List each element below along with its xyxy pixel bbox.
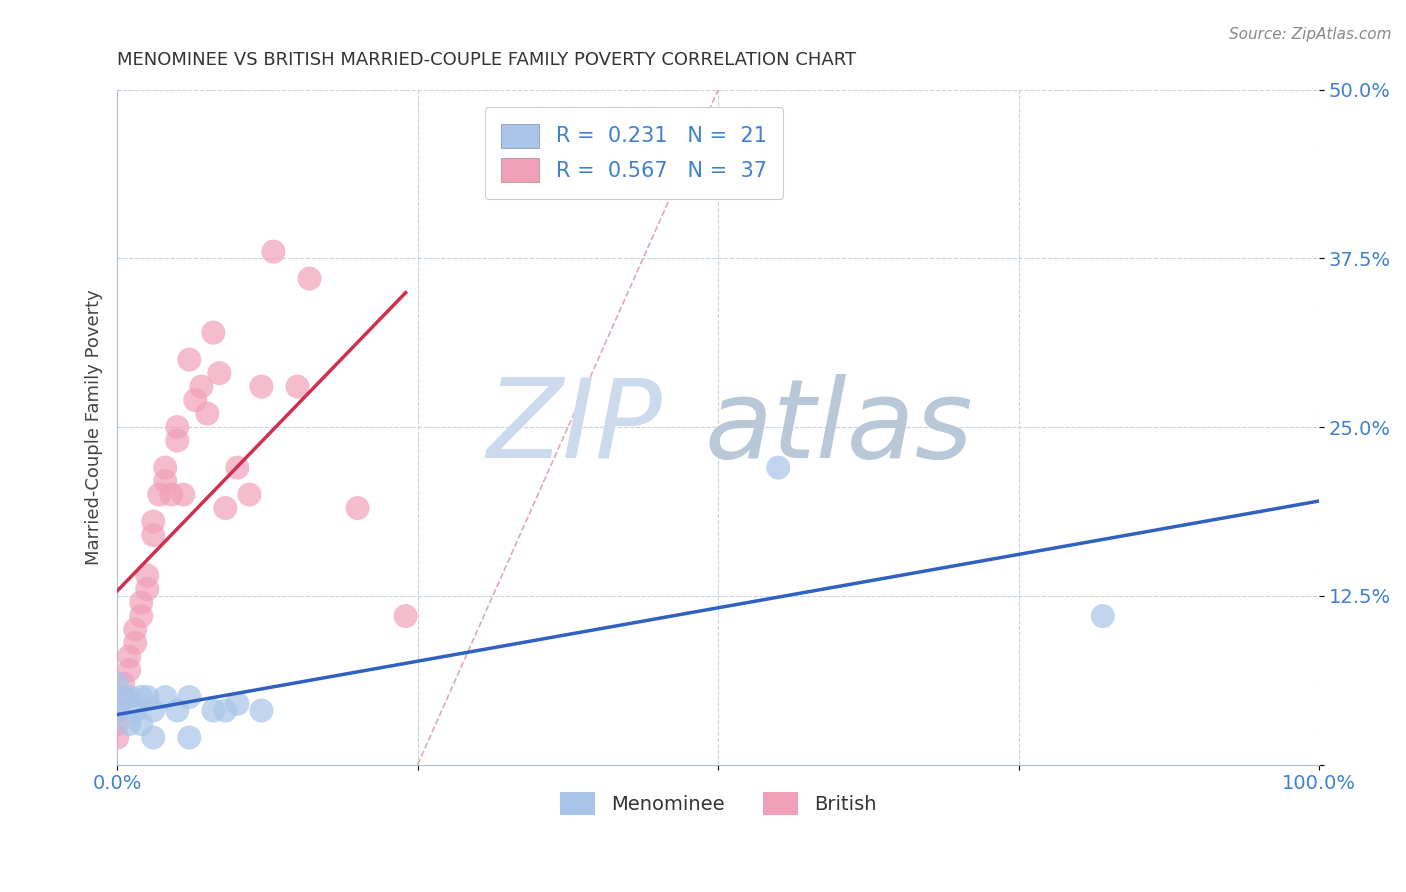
Point [136, 690, 159, 704]
Text: atlas: atlas [704, 374, 973, 481]
Point [172, 487, 194, 501]
Point [184, 393, 207, 408]
Point [298, 271, 321, 285]
Y-axis label: Married-Couple Family Poverty: Married-Couple Family Poverty [86, 289, 103, 565]
Point [105, 704, 128, 718]
Point [768, 460, 790, 475]
Point [226, 697, 249, 711]
Point [202, 704, 225, 718]
Point [129, 596, 152, 610]
Point [118, 663, 141, 677]
Point [214, 501, 236, 516]
Point [136, 568, 159, 582]
Point [105, 676, 128, 690]
Point [155, 690, 177, 704]
Point [190, 379, 212, 393]
Point [105, 717, 128, 731]
Point [112, 690, 135, 704]
Point [105, 731, 128, 745]
Point [179, 352, 201, 367]
Point [105, 704, 128, 718]
Point [250, 379, 273, 393]
Point [395, 609, 418, 624]
Point [112, 676, 135, 690]
Point [155, 460, 177, 475]
Legend: Menominee, British: Menominee, British [553, 784, 884, 822]
Point [124, 636, 146, 650]
Point [250, 704, 273, 718]
Point [129, 717, 152, 731]
Point [195, 407, 218, 421]
Point [136, 582, 159, 596]
Point [287, 379, 309, 393]
Point [155, 474, 177, 488]
Point [142, 515, 165, 529]
Point [202, 326, 225, 340]
Point [166, 704, 188, 718]
Point [214, 704, 236, 718]
Point [142, 704, 165, 718]
Point [226, 460, 249, 475]
Point [148, 487, 170, 501]
Point [160, 487, 183, 501]
Text: Source: ZipAtlas.com: Source: ZipAtlas.com [1229, 27, 1392, 42]
Point [208, 366, 231, 380]
Text: MENOMINEE VS BRITISH MARRIED-COUPLE FAMILY POVERTY CORRELATION CHART: MENOMINEE VS BRITISH MARRIED-COUPLE FAMI… [117, 51, 856, 69]
Point [124, 623, 146, 637]
Point [118, 690, 141, 704]
Point [142, 731, 165, 745]
Point [124, 704, 146, 718]
Point [179, 731, 201, 745]
Point [179, 690, 201, 704]
Point [166, 434, 188, 448]
Point [142, 528, 165, 542]
Point [118, 717, 141, 731]
Point [1091, 609, 1114, 624]
Point [166, 420, 188, 434]
Point [118, 649, 141, 664]
Point [238, 487, 260, 501]
Point [262, 244, 284, 259]
Point [129, 690, 152, 704]
Text: ZIP: ZIP [486, 374, 662, 481]
Point [129, 609, 152, 624]
Point [112, 690, 135, 704]
Point [346, 501, 368, 516]
